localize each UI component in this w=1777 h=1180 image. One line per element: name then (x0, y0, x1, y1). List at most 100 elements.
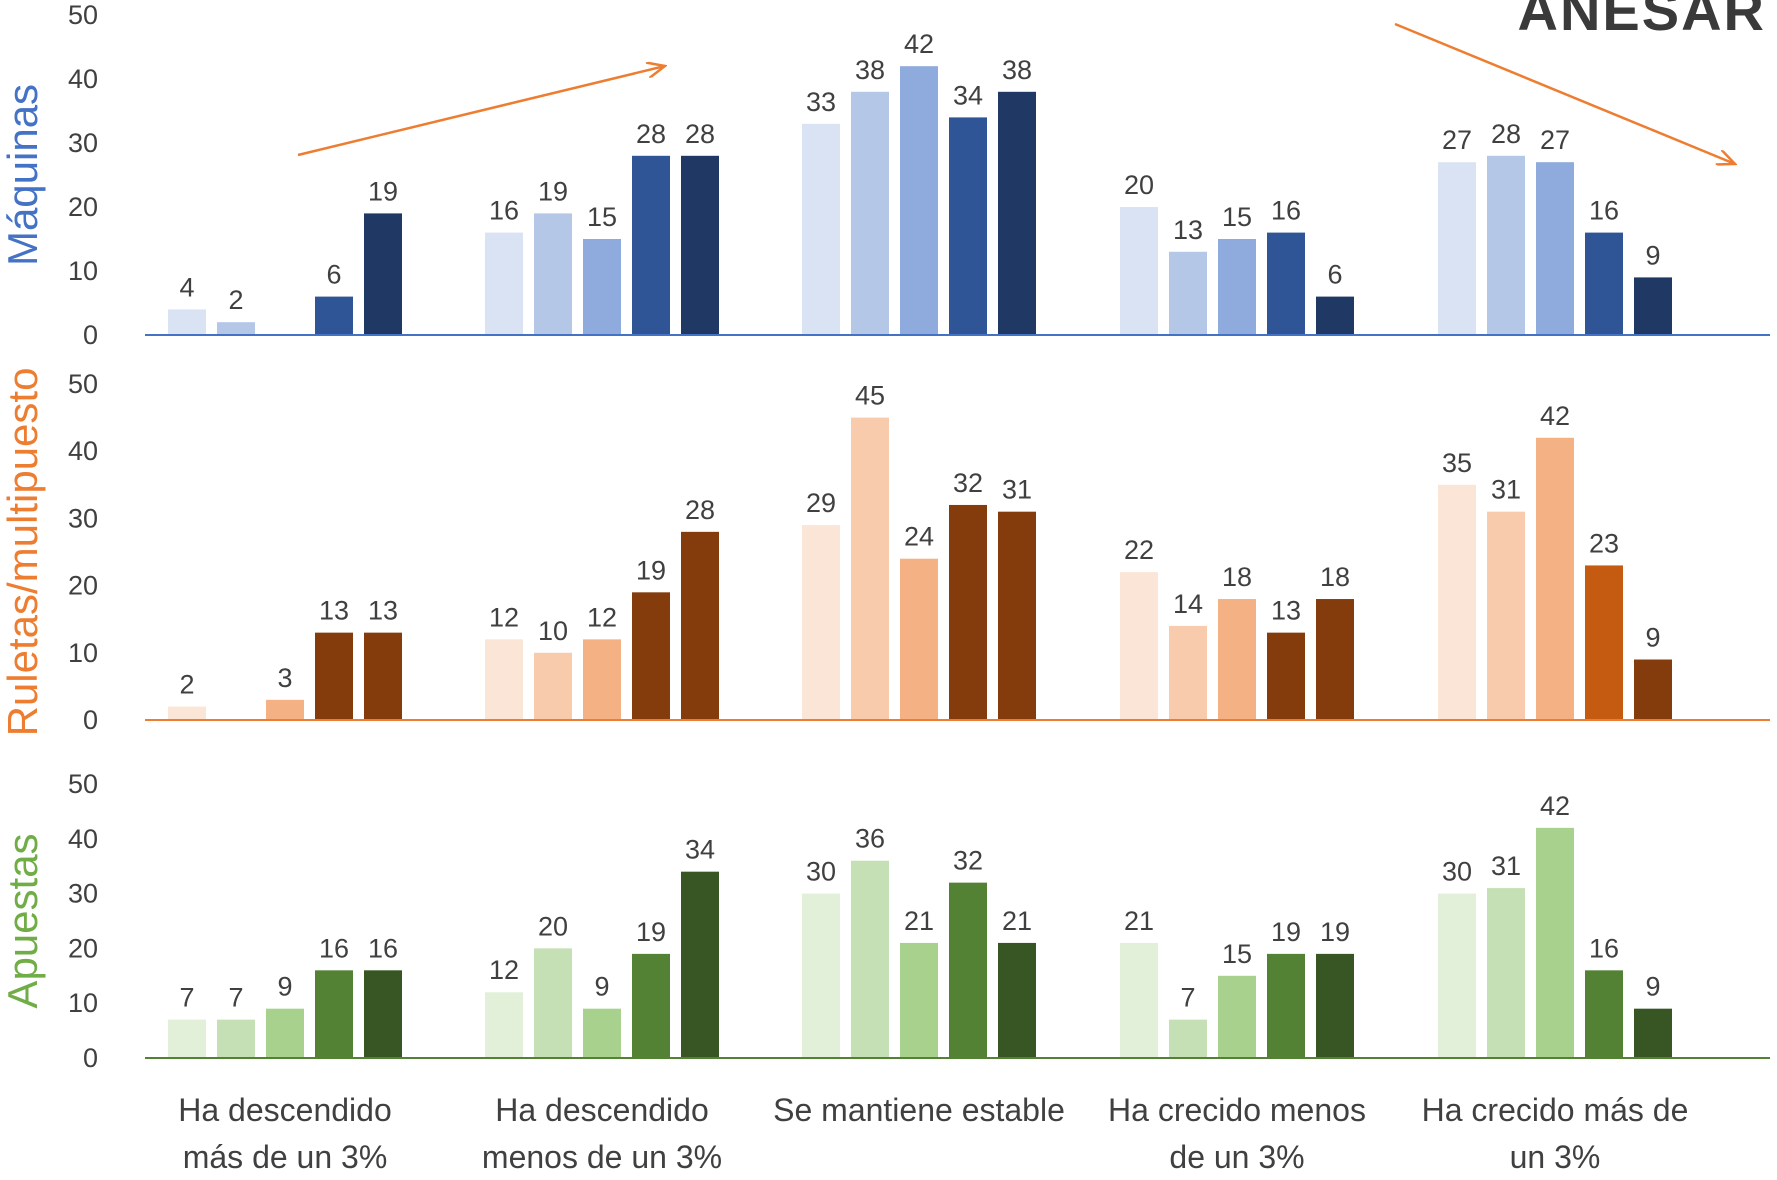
anesar-logo: ANESAR (1518, 0, 1766, 42)
data-label: 18 (1222, 562, 1252, 592)
bar (315, 632, 353, 720)
bar (949, 117, 987, 336)
bar (1267, 232, 1305, 335)
category-label: un 3% (1510, 1139, 1601, 1175)
data-label: 7 (1180, 983, 1195, 1013)
data-label: 31 (1491, 475, 1521, 505)
data-label: 35 (1442, 448, 1472, 478)
bar (1634, 659, 1672, 720)
bar (1487, 155, 1525, 335)
data-label: 9 (277, 972, 292, 1002)
y-tick-label: 40 (68, 436, 98, 466)
y-tick-label: 0 (83, 1043, 98, 1073)
bar (1267, 632, 1305, 720)
bar (534, 948, 572, 1058)
bar (851, 860, 889, 1058)
data-label: 42 (1540, 401, 1570, 431)
bar (266, 1008, 304, 1058)
bar (1585, 232, 1623, 335)
data-label: 15 (1222, 939, 1252, 969)
y-tick-label: 20 (68, 571, 98, 601)
bar (1487, 888, 1525, 1058)
data-label: 34 (685, 835, 715, 865)
bar (168, 706, 206, 720)
bar (802, 893, 840, 1058)
trend-arrow-down (1394, 22, 1735, 164)
category-label: menos de un 3% (482, 1139, 722, 1175)
bar (998, 511, 1036, 720)
bar (485, 232, 523, 335)
y-tick-label: 10 (68, 256, 98, 286)
y-tick-label: 50 (68, 769, 98, 799)
data-label: 27 (1540, 125, 1570, 155)
data-label: 31 (1002, 475, 1032, 505)
bar (534, 652, 572, 720)
data-label: 20 (538, 911, 568, 941)
y-tick-label: 10 (68, 988, 98, 1018)
bar (315, 296, 353, 335)
y-tick-label: 0 (83, 705, 98, 735)
bar (364, 632, 402, 720)
data-label: 19 (1271, 917, 1301, 947)
bar (632, 155, 670, 335)
bar (1438, 484, 1476, 720)
bar (266, 699, 304, 720)
data-label: 28 (636, 119, 666, 149)
data-label: 15 (587, 202, 617, 232)
data-label: 7 (228, 983, 243, 1013)
category-label: Ha crecido más de (1422, 1092, 1689, 1128)
category-label: Se mantiene estable (773, 1092, 1065, 1128)
bar (1585, 970, 1623, 1058)
category-label: más de un 3% (183, 1139, 388, 1175)
data-label: 28 (1491, 119, 1521, 149)
bar (1169, 625, 1207, 720)
bar (802, 525, 840, 720)
bar (485, 992, 523, 1058)
bar (1634, 277, 1672, 335)
data-label: 21 (904, 906, 934, 936)
bar (998, 91, 1036, 335)
data-label: 42 (904, 29, 934, 59)
y-tick-label: 50 (68, 0, 98, 30)
data-label: 16 (1271, 196, 1301, 226)
data-label: 13 (319, 596, 349, 626)
data-label: 9 (1645, 623, 1660, 653)
bar (1487, 511, 1525, 720)
bar (900, 558, 938, 720)
bar (168, 309, 206, 335)
data-label: 30 (806, 857, 836, 887)
data-label: 7 (179, 983, 194, 1013)
data-label: 12 (489, 602, 519, 632)
trend-arrow-up (297, 66, 665, 157)
data-label: 38 (1002, 55, 1032, 85)
bar (1218, 975, 1256, 1058)
category-label: Ha crecido menos (1108, 1092, 1366, 1128)
bar (583, 639, 621, 720)
bar (534, 213, 572, 335)
data-label: 32 (953, 846, 983, 876)
data-label: 30 (1442, 857, 1472, 887)
data-label: 2 (228, 285, 243, 315)
bar (1536, 437, 1574, 720)
bar (583, 239, 621, 335)
y-tick-label: 30 (68, 128, 98, 158)
bar (1316, 599, 1354, 720)
data-label: 19 (636, 917, 666, 947)
y-tick-label: 40 (68, 824, 98, 854)
data-label: 27 (1442, 125, 1472, 155)
data-label: 18 (1320, 562, 1350, 592)
bar (364, 213, 402, 335)
bar (1536, 162, 1574, 335)
bar (900, 66, 938, 335)
category-label: Ha descendido (178, 1092, 391, 1128)
data-label: 6 (1327, 260, 1342, 290)
bar (1218, 239, 1256, 335)
bar (1316, 296, 1354, 335)
data-label: 38 (855, 55, 885, 85)
data-label: 4 (179, 272, 194, 302)
data-label: 36 (855, 824, 885, 854)
y-tick-label: 0 (83, 320, 98, 350)
bar (168, 1019, 206, 1058)
